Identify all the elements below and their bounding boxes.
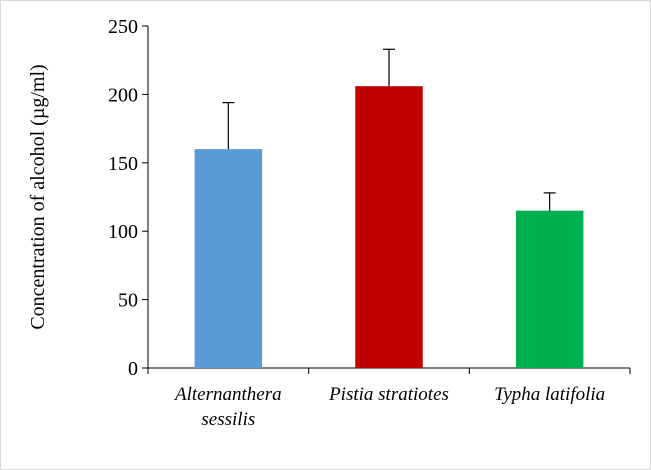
- x-tick-label: sessilis: [201, 409, 255, 430]
- x-tick-label: Pistia stratiotes: [328, 384, 449, 405]
- y-tick-label: 100: [108, 221, 138, 243]
- bar: [515, 210, 584, 368]
- bar: [355, 86, 423, 368]
- x-tick-label: Alternanthera: [173, 384, 282, 405]
- y-tick-label: 50: [118, 290, 138, 312]
- y-tick-label: 200: [108, 84, 138, 106]
- bar: [194, 149, 263, 368]
- y-tick-label: 250: [108, 16, 138, 38]
- y-axis-title: Concentration of alcohol (µg/ml): [27, 64, 49, 329]
- y-tick-label: 0: [128, 358, 138, 380]
- y-tick-label: 150: [108, 153, 138, 175]
- plot-area: 0 50 100 150 200 250 Alternanthera sessilis Pist…: [108, 16, 631, 430]
- x-tick-label: Typha latifolia: [494, 384, 605, 405]
